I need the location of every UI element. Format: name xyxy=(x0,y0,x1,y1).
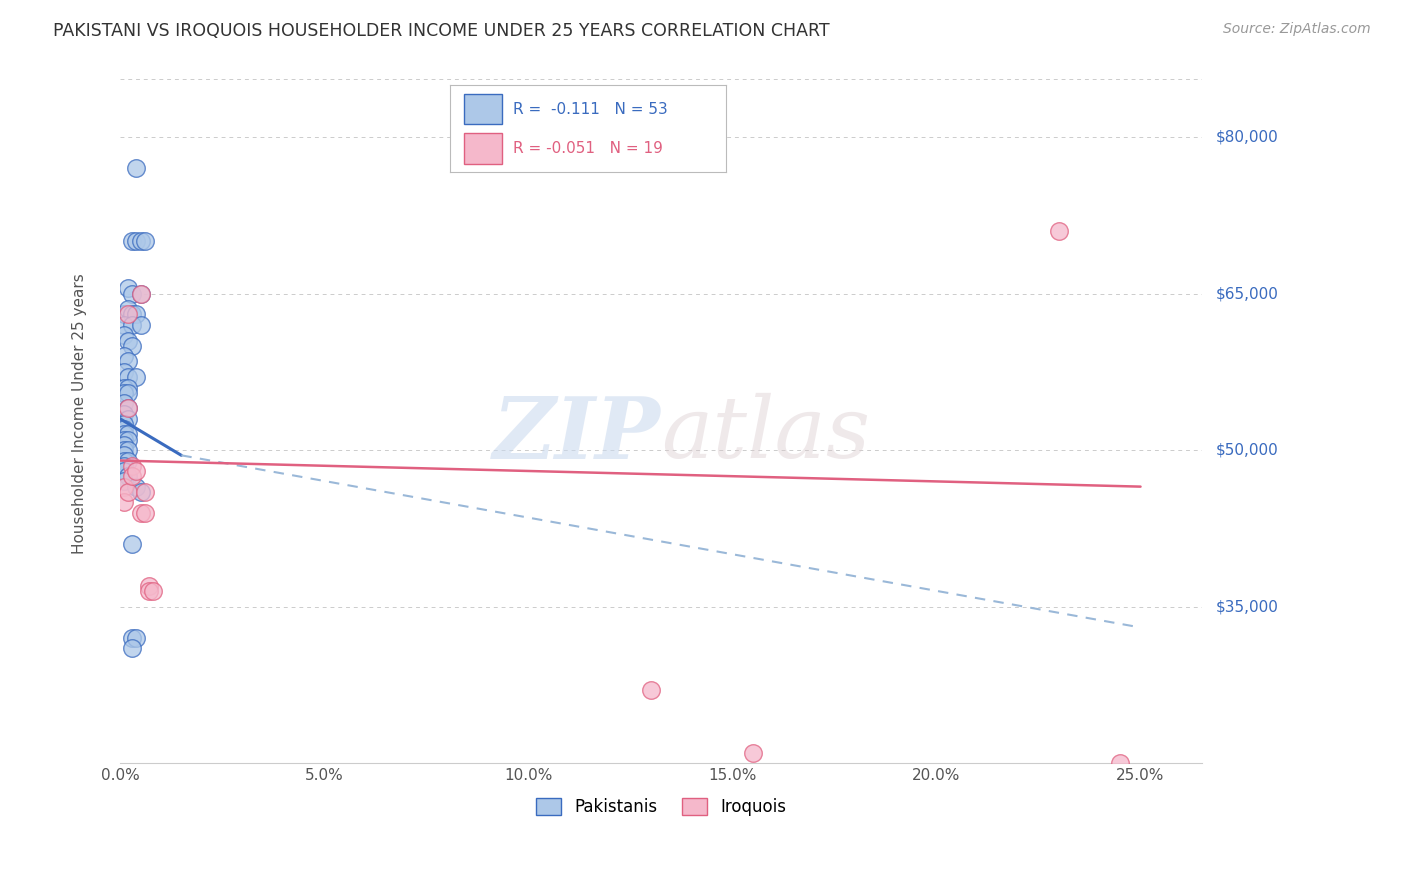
Point xyxy=(112,438,135,452)
Point xyxy=(112,407,135,421)
Point xyxy=(117,334,139,348)
Point xyxy=(112,318,135,332)
Point xyxy=(138,579,160,593)
Point xyxy=(112,453,135,467)
Text: ZIP: ZIP xyxy=(494,392,661,476)
Point xyxy=(1047,224,1070,238)
Point xyxy=(121,631,143,645)
Point xyxy=(121,458,143,473)
Point xyxy=(125,480,148,494)
Point xyxy=(117,412,139,426)
Point xyxy=(117,354,139,368)
Point xyxy=(112,443,135,458)
Point xyxy=(121,537,143,551)
Point xyxy=(125,370,148,384)
Point xyxy=(134,506,156,520)
Point xyxy=(117,433,139,447)
Point xyxy=(142,584,165,599)
Point xyxy=(112,385,135,400)
Point xyxy=(117,380,139,394)
Point xyxy=(134,484,156,499)
Point xyxy=(129,318,152,332)
Point xyxy=(112,308,135,322)
Point xyxy=(640,683,662,698)
Point xyxy=(117,401,139,416)
Point xyxy=(112,433,135,447)
Point xyxy=(112,349,135,363)
Point xyxy=(117,281,139,295)
Point xyxy=(138,584,160,599)
Point xyxy=(117,308,139,322)
Text: $35,000: $35,000 xyxy=(1216,599,1278,614)
Text: Householder Income Under 25 years: Householder Income Under 25 years xyxy=(72,273,87,554)
Point xyxy=(1109,756,1132,771)
Point xyxy=(121,469,143,483)
Point xyxy=(117,469,139,483)
Point xyxy=(117,401,139,416)
Point xyxy=(112,448,135,462)
Point xyxy=(117,484,139,499)
Point xyxy=(129,286,152,301)
Point xyxy=(112,495,135,509)
Point xyxy=(125,161,148,176)
Point xyxy=(112,365,135,379)
Point xyxy=(112,464,135,478)
Point xyxy=(125,235,148,249)
Text: $65,000: $65,000 xyxy=(1216,286,1278,301)
Point xyxy=(129,506,152,520)
Text: $50,000: $50,000 xyxy=(1216,442,1278,458)
Point xyxy=(125,464,148,478)
Point xyxy=(112,480,135,494)
Point xyxy=(121,339,143,353)
Point xyxy=(121,641,143,656)
Text: PAKISTANI VS IROQUOIS HOUSEHOLDER INCOME UNDER 25 YEARS CORRELATION CHART: PAKISTANI VS IROQUOIS HOUSEHOLDER INCOME… xyxy=(53,22,830,40)
Point xyxy=(112,417,135,431)
Text: atlas: atlas xyxy=(661,393,870,476)
Point xyxy=(112,427,135,442)
Point xyxy=(121,235,143,249)
Point xyxy=(112,422,135,436)
Legend: Pakistanis, Iroquois: Pakistanis, Iroquois xyxy=(527,790,794,825)
Text: Source: ZipAtlas.com: Source: ZipAtlas.com xyxy=(1223,22,1371,37)
Point xyxy=(112,396,135,410)
Point xyxy=(121,318,143,332)
Point xyxy=(117,453,139,467)
Point xyxy=(125,308,148,322)
Point xyxy=(112,328,135,343)
Point xyxy=(117,370,139,384)
Point xyxy=(112,380,135,394)
Point xyxy=(125,631,148,645)
Point xyxy=(121,286,143,301)
Point xyxy=(112,475,135,489)
Point xyxy=(129,484,152,499)
Point xyxy=(741,746,763,760)
Point xyxy=(117,302,139,317)
Point xyxy=(129,235,152,249)
Point xyxy=(121,308,143,322)
Point xyxy=(129,286,152,301)
Point xyxy=(117,385,139,400)
Text: $80,000: $80,000 xyxy=(1216,129,1278,145)
Point xyxy=(117,427,139,442)
Point xyxy=(112,458,135,473)
Point xyxy=(134,235,156,249)
Point xyxy=(117,443,139,458)
